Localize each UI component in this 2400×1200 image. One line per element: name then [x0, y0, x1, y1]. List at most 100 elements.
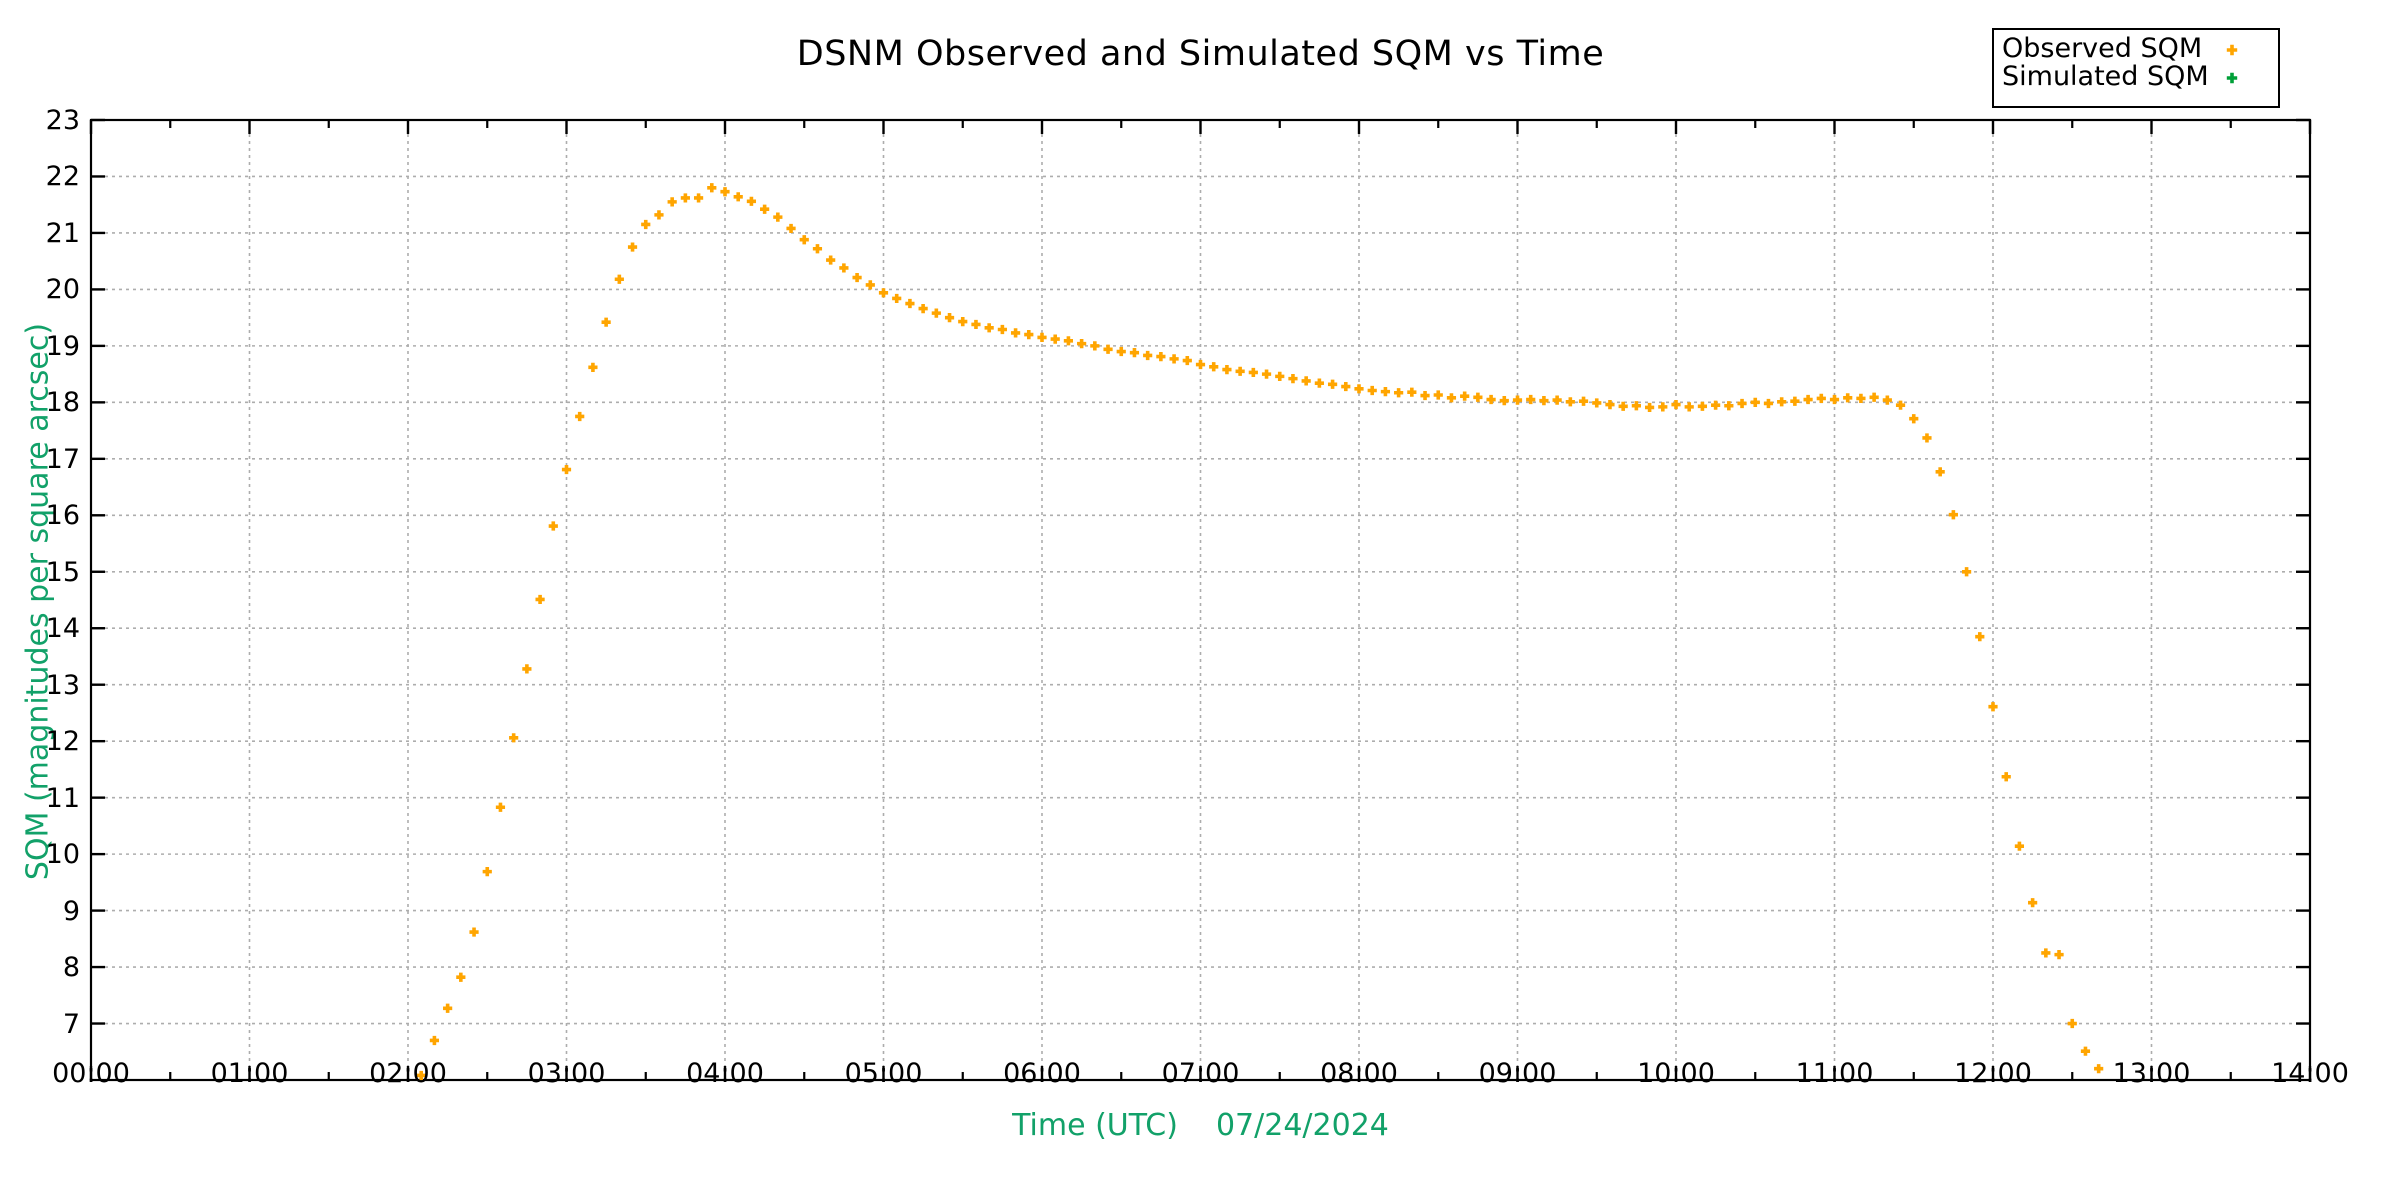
x-tick-label: 10:00 [1637, 1058, 1715, 1089]
observed-data-point [641, 219, 651, 230]
observed-data-point [1103, 344, 1113, 354]
observed-data-point [997, 324, 1007, 335]
observed-data-point [2080, 1046, 2091, 1056]
observed-data-point [1248, 367, 1258, 378]
observed-marker-icon [2226, 44, 2238, 56]
observed-data-point [1195, 359, 1206, 370]
observed-data-point [2094, 1064, 2104, 1074]
x-tick-label: 12:00 [1954, 1058, 2032, 1089]
observed-data-point [1314, 378, 1324, 388]
legend-item-simulated: Simulated SQM [1994, 63, 2278, 91]
observed-data-point [865, 280, 875, 290]
x-tick-label: 07:00 [1161, 1058, 1240, 1089]
observed-data-point [1407, 387, 1417, 397]
legend-label-simulated: Simulated SQM [2002, 61, 2209, 92]
observed-data-point [654, 210, 664, 220]
x-axis-date: 07/24/2024 [1215, 1108, 1389, 1143]
observed-data-point [1592, 398, 1602, 408]
simulated-marker-icon [2226, 72, 2238, 84]
observed-data-point [1143, 350, 1153, 361]
observed-data-point [1829, 394, 1840, 405]
observed-data-point [1354, 384, 1364, 394]
x-tick-label: 04:00 [686, 1058, 764, 1089]
observed-data-point [1209, 362, 1219, 372]
observed-data-point [1922, 433, 1932, 443]
observed-data-point [1288, 374, 1298, 384]
observed-data-point [535, 594, 545, 605]
observed-data-point [2028, 898, 2038, 908]
observed-data-point [1010, 328, 1021, 338]
observed-data-point [1724, 401, 1734, 411]
observed-data-point [1129, 348, 1140, 358]
legend: Observed SQM Simulated SQM [1992, 28, 2280, 108]
observed-data-point [746, 196, 757, 206]
observed-data-point [1843, 393, 1853, 403]
observed-data-point [720, 187, 730, 197]
observed-data-point [1182, 355, 1192, 366]
observed-data-point [799, 235, 809, 245]
observed-data-point [1037, 332, 1047, 343]
observed-data-point [760, 204, 770, 214]
observed-data-point [1380, 387, 1391, 397]
observed-data-point [1539, 396, 1549, 406]
observed-data-point [1275, 371, 1285, 381]
plot-border [89, 118, 2312, 1082]
x-tick-label: 09:00 [1478, 1058, 1557, 1089]
observed-data-point [443, 1003, 453, 1013]
observed-data-point [812, 244, 823, 254]
y-tick-label: 9 [62, 895, 80, 927]
observed-data-point [1644, 402, 1655, 413]
x-tick-label: 00:00 [52, 1058, 130, 1089]
observed-data-point [1803, 394, 1813, 405]
observed-data-point [1882, 395, 1892, 405]
observed-data-point [1565, 397, 1575, 407]
x-axis-label-text: Time (UTC) [1012, 1108, 1178, 1143]
observed-data-point [1116, 346, 1126, 357]
observed-data-point [680, 193, 690, 203]
observed-data-point [1750, 397, 1760, 407]
observed-data-point [1526, 394, 1536, 405]
y-tick-label: 23 [45, 105, 80, 136]
observed-data-point [429, 1035, 440, 1046]
y-tick-label: 22 [45, 161, 80, 193]
observed-data-point [1261, 369, 1272, 379]
observed-data-point [601, 317, 611, 327]
observed-data-point [1222, 365, 1232, 375]
observed-data-point [1631, 401, 1641, 411]
y-tick-label: 8 [62, 952, 80, 984]
observed-data-point [2001, 772, 2011, 782]
observed-data-point [2067, 1018, 2077, 1029]
observed-data-point [1367, 385, 1377, 396]
observed-data-point [1816, 393, 1826, 403]
observed-data-point [892, 293, 902, 304]
observed-data-point [495, 802, 506, 812]
observed-data-point [1433, 390, 1443, 400]
observed-data-point [2014, 841, 2025, 851]
observed-data-point [707, 183, 717, 193]
observed-data-point [1024, 329, 1034, 340]
observed-data-point [839, 263, 849, 273]
observed-data-point [1777, 397, 1787, 407]
observed-data-point [931, 308, 941, 318]
y-tick-label: 14 [45, 613, 80, 645]
observed-data-point [1420, 390, 1430, 401]
y-tick-label: 17 [45, 443, 80, 475]
y-tick-label: 19 [45, 330, 80, 362]
observed-data-point [786, 223, 796, 234]
observed-data-point [773, 212, 783, 222]
observed-data-point [1895, 400, 1906, 410]
observed-data-point [1578, 396, 1589, 406]
observed-data-point [522, 664, 532, 674]
observed-data-point [826, 255, 836, 265]
observed-data-point [1605, 400, 1615, 410]
observed-data-point [1235, 366, 1245, 376]
observed-data-point [958, 317, 968, 327]
observed-data-point [614, 274, 624, 284]
observed-data-point [509, 733, 519, 743]
x-tick-label: 06:00 [1003, 1058, 1081, 1089]
observed-data-point [1156, 352, 1166, 362]
observed-data-point [1684, 402, 1694, 412]
observed-data-point [1658, 402, 1668, 412]
